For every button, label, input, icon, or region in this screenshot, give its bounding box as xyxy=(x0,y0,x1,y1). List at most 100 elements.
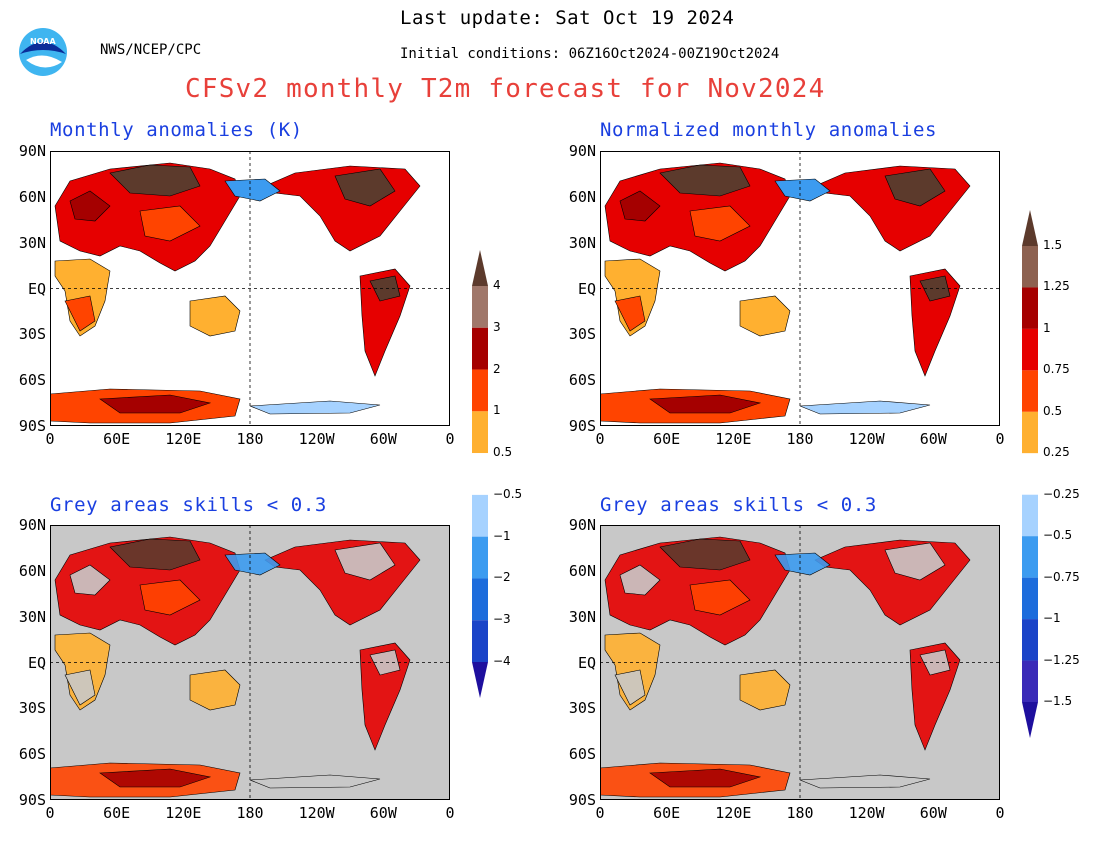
lon-label: 60E xyxy=(103,804,131,822)
colorbar-segment xyxy=(472,453,488,495)
australia-anomaly xyxy=(739,295,791,337)
colorbar-label: 0.5 xyxy=(1043,403,1063,418)
lat-label: 60S xyxy=(568,745,596,764)
australia-anomaly xyxy=(189,295,241,337)
antarctic-cold-band xyxy=(799,774,931,789)
colorbar-segment xyxy=(1022,287,1038,329)
anomaly-colorbar xyxy=(472,250,488,698)
panel-title-norm-skill: Grey areas skills < 0.3 xyxy=(600,494,877,516)
colorbar-segment xyxy=(472,286,488,328)
lon-label: 120E xyxy=(165,430,202,448)
lat-label: EQ xyxy=(577,653,596,672)
colorbar-segment xyxy=(1022,577,1038,620)
lat-label: 90S xyxy=(18,791,46,809)
central-asia-warm xyxy=(689,579,751,616)
lon-label: 0 xyxy=(595,430,605,448)
colorbar-label: −1 xyxy=(493,528,511,543)
lon-label: 60E xyxy=(103,430,131,448)
australia-anomaly xyxy=(189,669,241,711)
colorbar-segment xyxy=(1022,411,1038,454)
central-asia-warm xyxy=(139,579,201,616)
colorbar-label: −2 xyxy=(493,570,511,585)
lat-label: 90S xyxy=(568,791,596,809)
noaa-logo-icon xyxy=(19,28,67,76)
lat-label: 60N xyxy=(18,187,46,206)
alaska-bering-cold xyxy=(774,552,831,576)
colorbar-label: 0.75 xyxy=(1043,362,1070,377)
antarctic-warm-core xyxy=(99,394,212,414)
colorbar-label: −4 xyxy=(493,654,511,668)
lon-label: 120W xyxy=(848,804,885,822)
panel-title-anom-skill: Grey areas skills < 0.3 xyxy=(50,494,327,516)
alaska-bering-cold xyxy=(224,552,281,576)
colorbar-label: −0.25 xyxy=(1043,486,1080,501)
antarctic-warm-core xyxy=(649,768,762,788)
colorbar-segment xyxy=(472,369,488,412)
lat-label: 30S xyxy=(568,699,596,718)
colorbar-segment xyxy=(1022,246,1038,288)
initial-conditions: Initial conditions: 06Z16Oct2024-00Z19Oc… xyxy=(400,46,780,62)
central-asia-warm xyxy=(139,205,201,242)
colorbar-label: 1.5 xyxy=(1043,238,1063,252)
colorbar-segment xyxy=(472,411,488,454)
colorbar-segment xyxy=(1022,328,1038,371)
lon-label: 0 xyxy=(995,804,1005,822)
lat-label: 60N xyxy=(568,561,596,580)
colorbar-label: −1 xyxy=(1043,611,1061,626)
colorbar-segment xyxy=(1022,660,1038,702)
lat-label: 90S xyxy=(18,417,46,435)
amazon-warm-core xyxy=(369,649,401,676)
noaa-logo-text: NOAA xyxy=(30,37,56,46)
antarctic-warm-core xyxy=(649,394,762,414)
lat-label: 90N xyxy=(568,516,596,534)
colorbar-label: 3 xyxy=(493,319,501,334)
colorbar-segment xyxy=(472,327,488,370)
alaska-bering-cold xyxy=(774,178,831,202)
map-frame xyxy=(600,525,1000,800)
colorbar-bottom-arrow xyxy=(472,662,488,698)
antarctic-warm-core xyxy=(99,768,212,788)
lon-label: 60W xyxy=(369,430,397,448)
colorbar-label: −0.75 xyxy=(1043,569,1080,584)
lat-label: EQ xyxy=(27,653,46,672)
map-panel-normalized-skill xyxy=(600,525,1000,800)
south-africa-warm xyxy=(614,295,646,332)
colorbar-segment xyxy=(1022,536,1038,578)
antarctic-cold-band xyxy=(249,774,381,789)
colorbar-label: −3 xyxy=(493,612,511,627)
europe-warm xyxy=(69,564,111,596)
colorbar-label: 1.25 xyxy=(1043,279,1070,294)
lat-label: 30N xyxy=(568,233,596,252)
colorbar-label: −1.5 xyxy=(1043,694,1073,708)
lon-label: 60W xyxy=(919,430,947,448)
lat-label: 90S xyxy=(568,417,596,435)
lon-label: 180 xyxy=(786,804,814,822)
lon-label: 120W xyxy=(298,430,335,448)
siberia-warm-core xyxy=(109,164,201,197)
lat-label: 60S xyxy=(568,371,596,390)
colorbar-segment xyxy=(1022,619,1038,661)
lat-label: 60N xyxy=(568,187,596,206)
lon-label: 60E xyxy=(653,804,681,822)
europe-warm xyxy=(619,564,661,596)
lat-label: 60S xyxy=(18,745,46,764)
lon-label: 120E xyxy=(715,430,752,448)
colorbar-label: 1 xyxy=(1043,320,1051,335)
colorbar-label: −0.5 xyxy=(493,486,523,501)
lon-label: 60W xyxy=(919,804,947,822)
agency-label: NWS/NCEP/CPC xyxy=(100,42,202,58)
colorbar-label: 0.25 xyxy=(1043,445,1070,460)
lon-label: 60W xyxy=(369,804,397,822)
lat-label: 90N xyxy=(18,142,46,160)
siberia-warm-core xyxy=(109,538,201,571)
colorbar-label: 0.5 xyxy=(493,445,513,460)
siberia-warm-core xyxy=(659,164,751,197)
lat-label: 30N xyxy=(18,607,46,626)
colorbar-label: 4 xyxy=(493,278,501,292)
south-africa-warm xyxy=(64,295,96,332)
central-asia-warm xyxy=(689,205,751,242)
lat-label: 30S xyxy=(18,699,46,718)
map-panel-anomalies-skill xyxy=(50,525,450,800)
colorbar-bottom-arrow xyxy=(1022,702,1038,738)
antarctic-cold-band xyxy=(799,400,931,415)
